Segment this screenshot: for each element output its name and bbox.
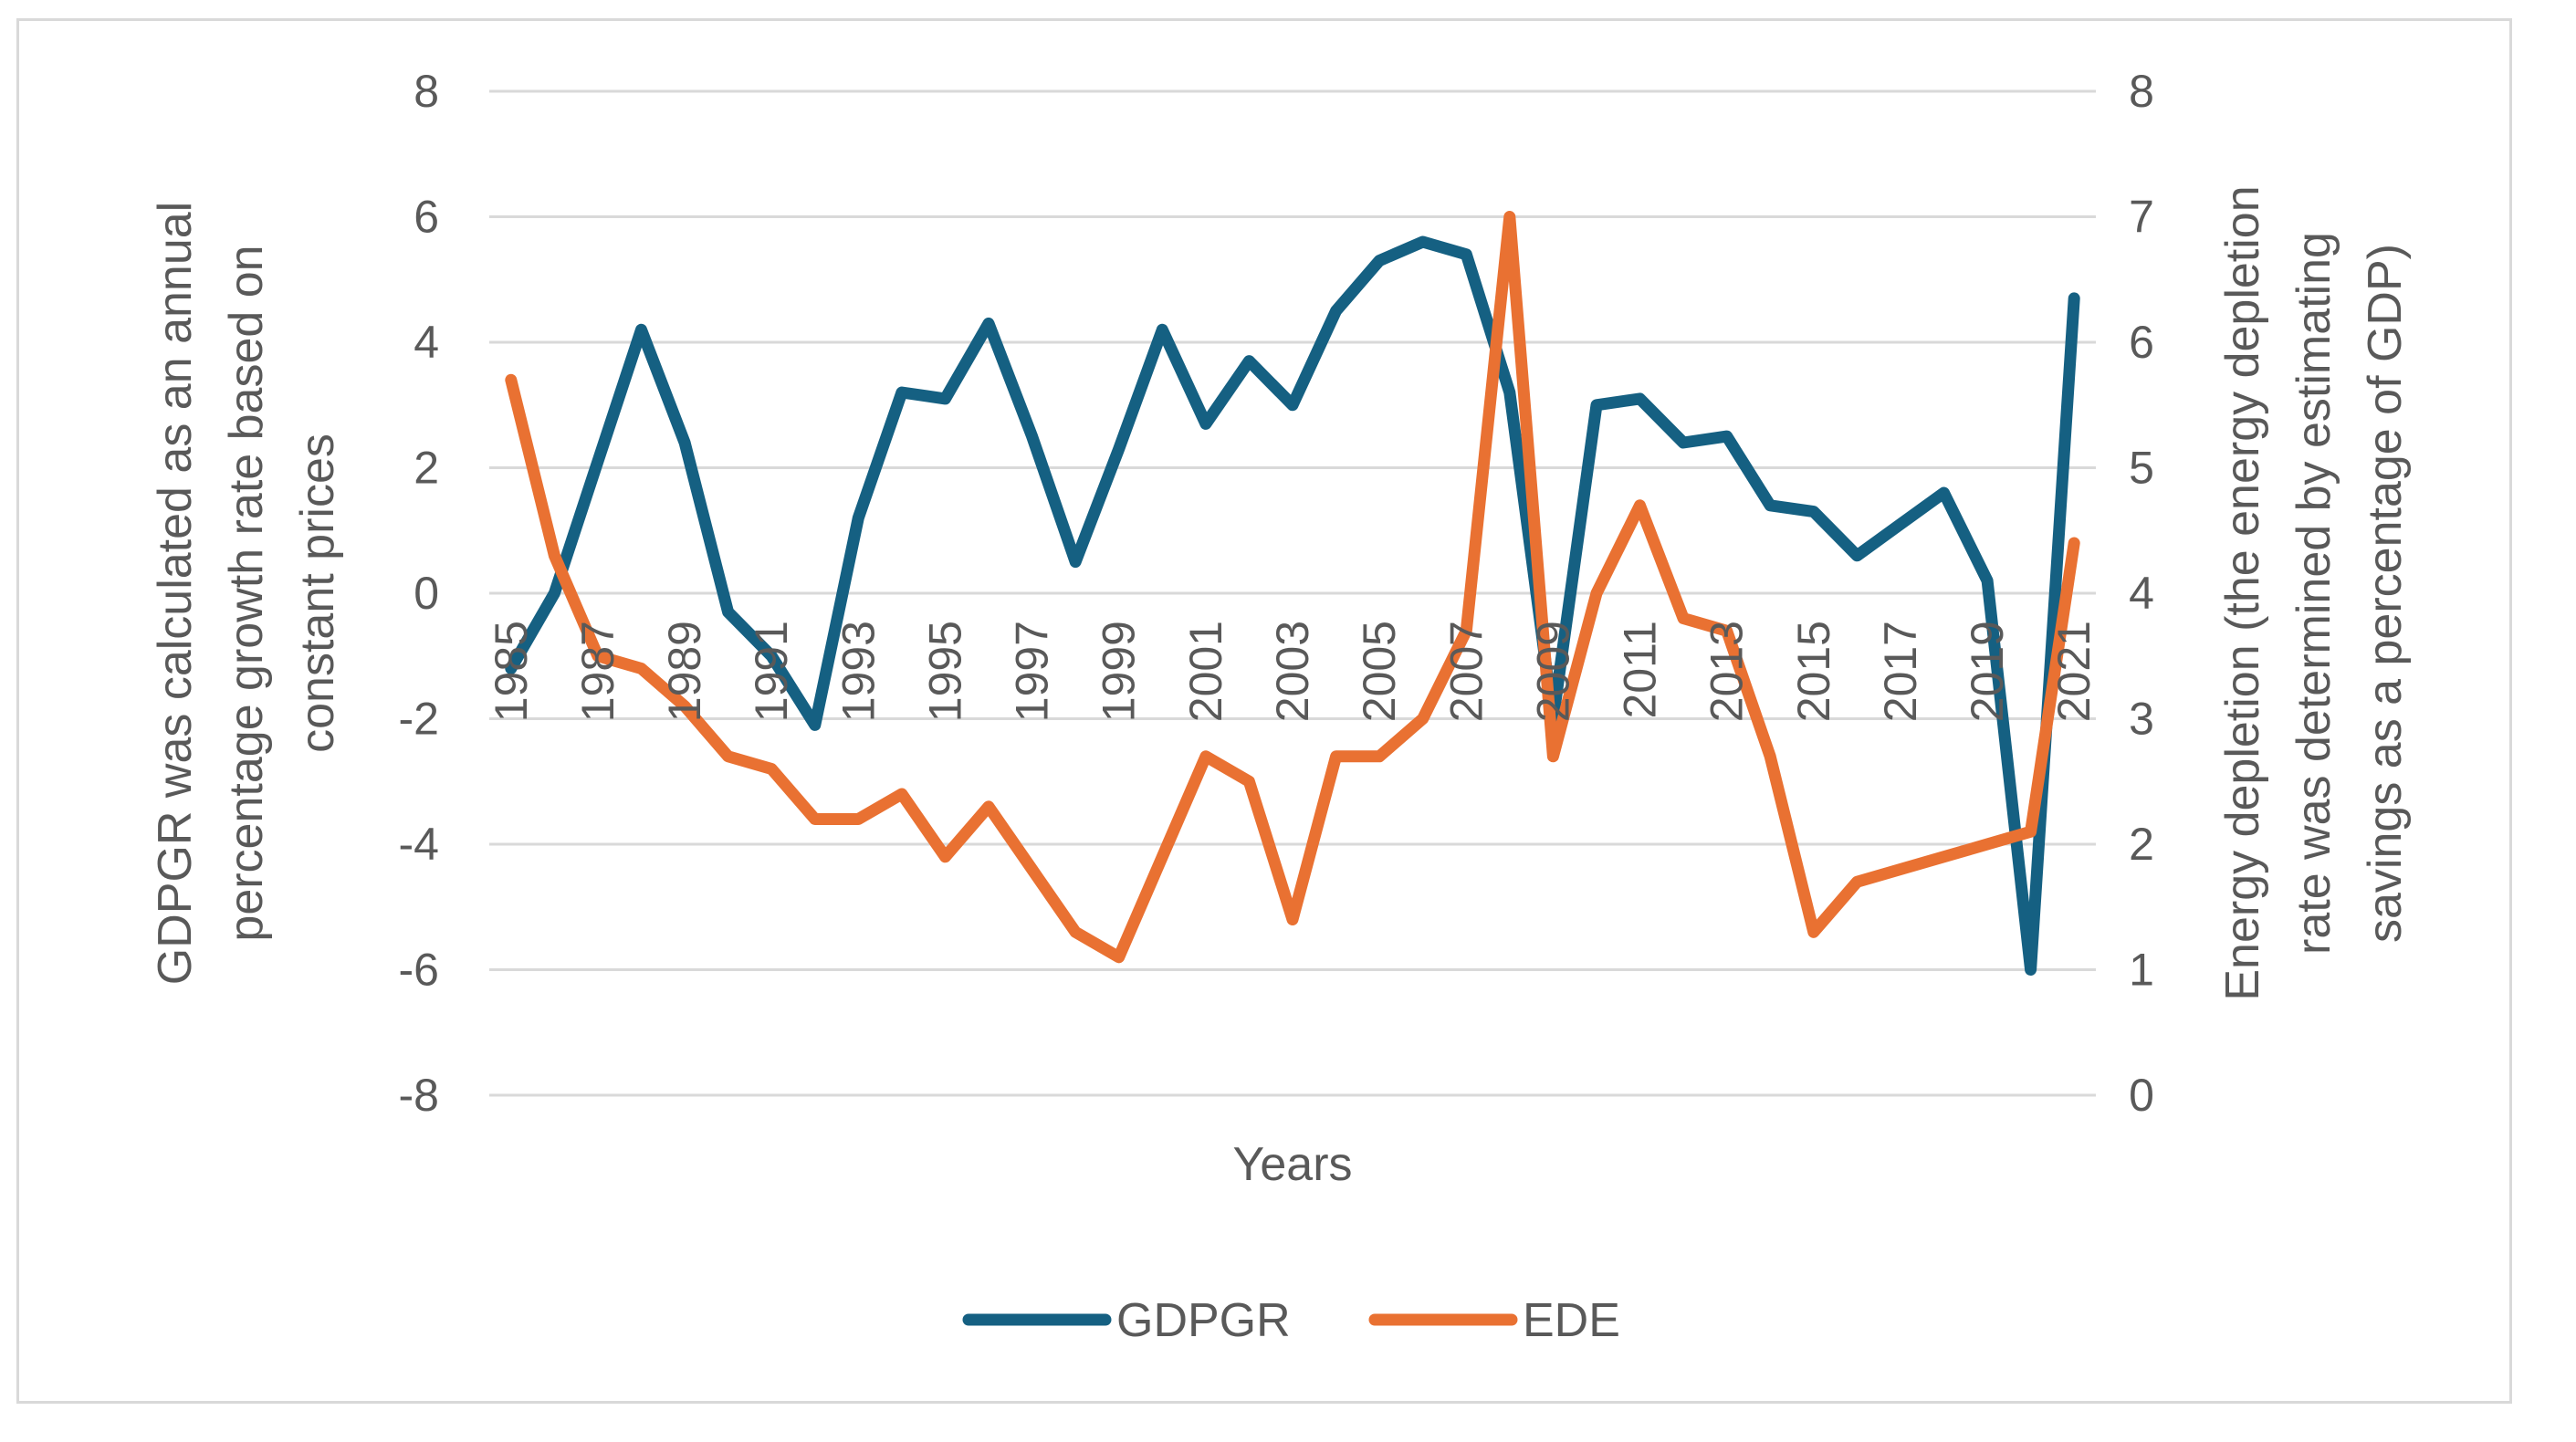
left-axis-ticks: 8 6 4 2 0 -2 -4 -6 -8 <box>399 66 439 1121</box>
series-line-gdpgr <box>505 235 2080 976</box>
x-tick-label: 1993 <box>832 621 884 722</box>
right-tick-label: 1 <box>2129 945 2154 996</box>
left-axis-title-line: percentage growth rate based on <box>220 245 273 941</box>
gridlines <box>489 89 2096 1097</box>
legend-label-gdpgr: GDPGR <box>1116 1294 1291 1347</box>
right-tick-label: 4 <box>2129 568 2154 619</box>
right-axis-title-line: Energy depletion (the energy depletion <box>2216 185 2269 1000</box>
left-tick-label: -6 <box>399 945 439 996</box>
x-tick-label: 1995 <box>919 621 970 722</box>
left-axis-title-line: constant prices <box>291 434 344 753</box>
right-tick-label: 0 <box>2129 1070 2154 1121</box>
left-tick-label: 0 <box>414 568 439 619</box>
x-tick-label: 1999 <box>1094 621 1145 722</box>
x-tick-label: 1989 <box>659 621 710 722</box>
x-tick-label: 2009 <box>1527 621 1578 722</box>
x-tick-label: 1985 <box>486 621 537 722</box>
right-axis-title-line: savings as a percentage of GDP) <box>2359 244 2412 943</box>
left-tick-label: -2 <box>399 694 439 745</box>
legend: GDPGR EDE <box>962 1294 1620 1347</box>
x-tick-label: 2013 <box>1702 621 1753 722</box>
left-axis-title: GDPGR was calculated as an annual percent… <box>149 202 344 985</box>
left-axis-title-line: GDPGR was calculated as an annual <box>149 202 202 985</box>
x-tick-label: 2001 <box>1180 621 1231 722</box>
x-tick-label: 1987 <box>572 621 623 722</box>
x-axis-ticks: 1985 1987 1989 1991 1993 1995 1997 1999 2001 2003… <box>486 621 2100 722</box>
x-tick-label: 2003 <box>1267 621 1318 722</box>
x-tick-label: 2007 <box>1440 621 1492 722</box>
right-axis-ticks: 8 7 6 5 4 3 2 1 0 <box>2129 66 2154 1121</box>
left-tick-label: -8 <box>399 1070 439 1121</box>
right-axis-title-line: rate was determined by estimating <box>2288 232 2340 955</box>
left-tick-label: 4 <box>414 317 439 368</box>
x-tick-label: 2011 <box>1615 621 1666 719</box>
right-axis-title: Energy depletion (the energy depletion ra… <box>2216 185 2412 1000</box>
left-tick-label: 6 <box>414 192 439 243</box>
series-line-ede <box>505 211 2080 964</box>
x-tick-label: 1997 <box>1007 621 1058 722</box>
chart-frame: 8 6 4 2 0 -2 -4 -6 -8 8 7 6 5 4 3 2 1 0 1985 1987 1989 1991… <box>16 18 2512 1404</box>
right-tick-label: 8 <box>2129 66 2154 117</box>
x-tick-label: 2021 <box>2048 621 2100 722</box>
legend-label-ede: EDE <box>1523 1294 1620 1347</box>
left-tick-label: 2 <box>414 443 439 494</box>
right-tick-label: 2 <box>2129 819 2154 870</box>
x-tick-label: 2015 <box>1788 621 1839 722</box>
left-tick-label: 8 <box>414 66 439 117</box>
right-tick-label: 5 <box>2129 443 2154 494</box>
x-tick-label: 2017 <box>1875 621 1926 722</box>
right-tick-label: 6 <box>2129 317 2154 368</box>
x-tick-label: 2019 <box>1962 621 2013 722</box>
right-tick-label: 3 <box>2129 694 2154 745</box>
x-tick-label: 2005 <box>1354 621 1405 722</box>
x-tick-label: 1991 <box>746 621 797 722</box>
left-tick-label: -4 <box>399 819 439 870</box>
x-axis-title: Years <box>1232 1138 1352 1191</box>
series-lines <box>505 211 2080 976</box>
right-tick-label: 7 <box>2129 192 2154 243</box>
line-chart: 8 6 4 2 0 -2 -4 -6 -8 8 7 6 5 4 3 2 1 0 1985 1987 1989 1991… <box>149 66 2412 1347</box>
